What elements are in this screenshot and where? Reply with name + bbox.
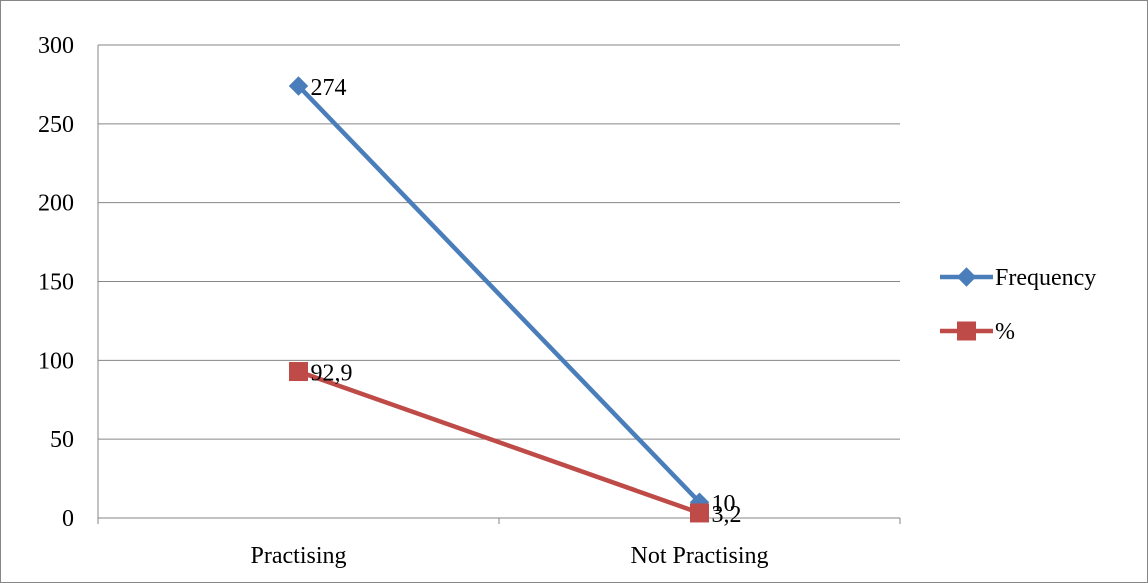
series-lines: 274 10 92,9 3,2 <box>288 75 742 528</box>
legend: Frequency% <box>940 265 1096 345</box>
y-tick-label: 300 <box>38 33 74 59</box>
data-label: 10 <box>712 491 736 517</box>
y-tick-label: 250 <box>38 112 74 138</box>
y-tick-label: 150 <box>38 270 74 296</box>
data-point <box>289 362 308 382</box>
y-tick-label: 100 <box>38 348 74 374</box>
series-line-1 <box>297 369 701 516</box>
y-axis-ticks: 0 50 100 150 200 250 300 <box>38 33 74 532</box>
legend-marker <box>957 321 976 341</box>
data-point <box>288 76 309 96</box>
x-tick-label: Practising <box>251 543 347 569</box>
gridlines <box>98 44 900 519</box>
x-axis: Practising Not Practising <box>97 45 901 569</box>
y-tick-label: 200 <box>38 191 74 217</box>
x-tick-label: Not Practising <box>631 543 769 569</box>
y-tick-label: 0 <box>62 506 74 532</box>
data-label: 3,2 <box>712 502 742 528</box>
data-label: 92,9 <box>311 361 353 387</box>
y-tick-label: 50 <box>50 427 74 453</box>
data-point <box>690 503 709 523</box>
series-line-0 <box>296 84 702 504</box>
data-label: 274 <box>311 75 347 101</box>
legend-label: Frequency <box>995 265 1096 291</box>
legend-marker <box>956 267 977 287</box>
legend-label: % <box>995 319 1015 345</box>
